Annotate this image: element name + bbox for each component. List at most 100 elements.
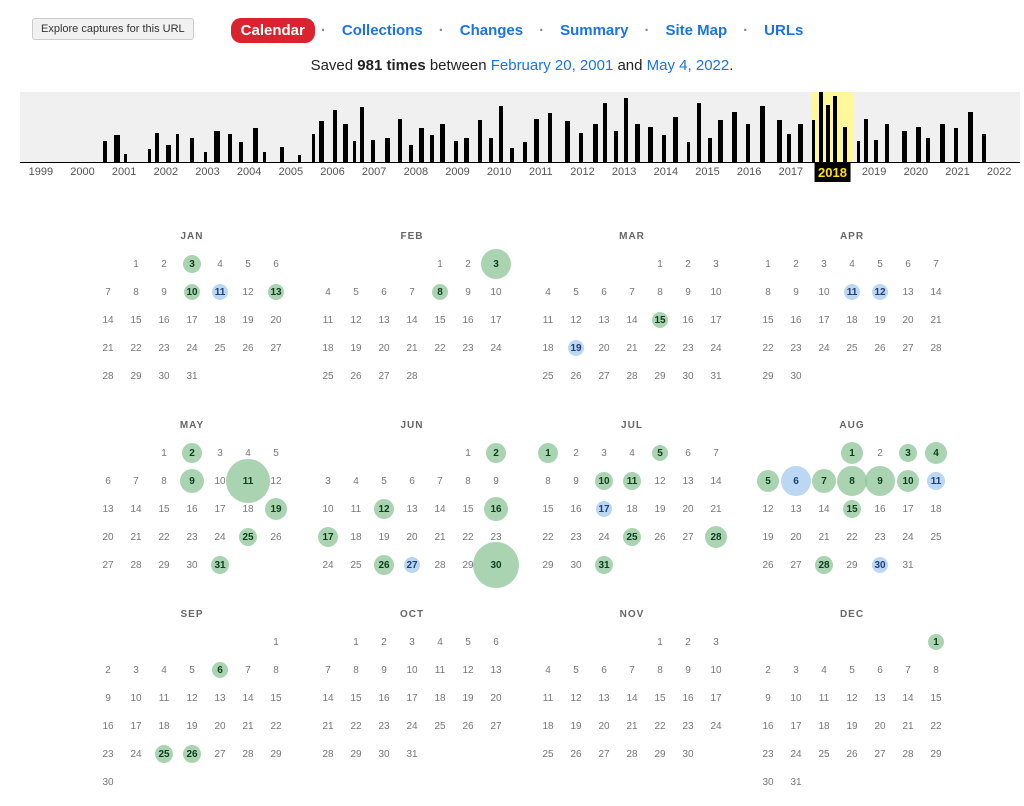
- year-label-2020[interactable]: 2020: [904, 166, 928, 178]
- day-cell[interactable]: 6: [206, 656, 234, 684]
- timeline-bar[interactable]: [419, 128, 424, 162]
- day-cell[interactable]: 1: [534, 439, 562, 467]
- day-cell[interactable]: 8: [426, 278, 454, 306]
- year-label-2015[interactable]: 2015: [695, 166, 719, 178]
- day-cell[interactable]: 9: [178, 467, 206, 495]
- day-cell[interactable]: 31: [590, 551, 618, 579]
- timeline-bar[interactable]: [228, 134, 232, 162]
- timeline-bar[interactable]: [614, 131, 618, 163]
- timeline-bar[interactable]: [385, 138, 390, 163]
- day-cell[interactable]: 5: [754, 467, 782, 495]
- timeline-bar[interactable]: [565, 121, 570, 162]
- timeline-bar[interactable]: [499, 106, 503, 162]
- timeline-bar[interactable]: [874, 140, 878, 162]
- day-cell[interactable]: 28: [702, 523, 730, 551]
- timeline-bar[interactable]: [534, 119, 539, 162]
- day-cell[interactable]: 25: [150, 740, 178, 768]
- timeline-bar[interactable]: [798, 124, 803, 163]
- day-cell[interactable]: 2: [178, 439, 206, 467]
- timeline-bar[interactable]: [523, 142, 527, 162]
- day-cell[interactable]: 19: [562, 334, 590, 362]
- day-cell[interactable]: 13: [262, 278, 290, 306]
- timeline-bar[interactable]: [812, 120, 815, 162]
- year-label-2022[interactable]: 2022: [987, 166, 1011, 178]
- timeline-bar[interactable]: [280, 147, 284, 162]
- day-cell[interactable]: 28: [810, 551, 838, 579]
- day-cell[interactable]: 27: [398, 551, 426, 579]
- year-label-2010[interactable]: 2010: [487, 166, 511, 178]
- year-label-2019[interactable]: 2019: [862, 166, 886, 178]
- day-cell[interactable]: 11: [234, 467, 262, 495]
- timeline-bar[interactable]: [409, 145, 413, 163]
- day-cell[interactable]: 25: [234, 523, 262, 551]
- timeline-bar[interactable]: [593, 124, 598, 163]
- timeline-bar[interactable]: [662, 135, 666, 162]
- timeline-bar[interactable]: [114, 135, 120, 162]
- timeline-bar[interactable]: [819, 92, 823, 162]
- timeline-bar[interactable]: [263, 152, 266, 163]
- day-cell[interactable]: 19: [262, 495, 290, 523]
- day-cell[interactable]: 6: [782, 467, 810, 495]
- day-cell[interactable]: 8: [838, 467, 866, 495]
- timeline-bar[interactable]: [833, 96, 837, 163]
- timeline-bar[interactable]: [333, 110, 337, 163]
- year-label-2016[interactable]: 2016: [737, 166, 761, 178]
- nav-summary[interactable]: Summary: [550, 18, 638, 43]
- day-cell[interactable]: 5: [646, 439, 674, 467]
- year-label-2017[interactable]: 2017: [779, 166, 803, 178]
- nav-changes[interactable]: Changes: [450, 18, 533, 43]
- day-cell[interactable]: 3: [178, 250, 206, 278]
- year-label-2008[interactable]: 2008: [404, 166, 428, 178]
- timeline-bar[interactable]: [708, 138, 712, 163]
- timeline-bar[interactable]: [635, 124, 640, 163]
- timeline-bar[interactable]: [430, 135, 434, 162]
- year-label-1999[interactable]: 1999: [29, 166, 53, 178]
- timeline-bar[interactable]: [148, 149, 151, 162]
- nav-collections[interactable]: Collections: [332, 18, 433, 43]
- timeline-bar[interactable]: [777, 120, 782, 162]
- timeline-bar[interactable]: [857, 141, 860, 162]
- timeline-bar[interactable]: [603, 103, 607, 163]
- day-cell[interactable]: 1: [838, 439, 866, 467]
- year-label-2018[interactable]: 2018: [814, 163, 851, 182]
- timeline-bar[interactable]: [787, 134, 791, 162]
- year-label-2003[interactable]: 2003: [195, 166, 219, 178]
- timeline-bar[interactable]: [954, 128, 958, 162]
- timeline-bar[interactable]: [673, 117, 678, 163]
- timeline-bar[interactable]: [718, 120, 723, 162]
- day-cell[interactable]: 26: [370, 551, 398, 579]
- timeline-bar[interactable]: [239, 142, 243, 162]
- day-cell[interactable]: 2: [482, 439, 510, 467]
- day-cell[interactable]: 11: [838, 278, 866, 306]
- day-cell[interactable]: 10: [590, 467, 618, 495]
- day-cell[interactable]: 3: [482, 250, 510, 278]
- nav-calendar[interactable]: Calendar: [231, 18, 315, 43]
- timeline-bar[interactable]: [312, 134, 315, 162]
- nav-site-map[interactable]: Site Map: [655, 18, 737, 43]
- day-cell[interactable]: 15: [838, 495, 866, 523]
- day-cell[interactable]: 30: [482, 551, 510, 579]
- day-cell[interactable]: 4: [922, 439, 950, 467]
- year-label-2004[interactable]: 2004: [237, 166, 261, 178]
- timeline[interactable]: 1999200020012002200320042005200620072008…: [20, 92, 1020, 181]
- year-label-2002[interactable]: 2002: [154, 166, 178, 178]
- year-label-2005[interactable]: 2005: [279, 166, 303, 178]
- day-cell[interactable]: 11: [206, 278, 234, 306]
- day-cell[interactable]: 11: [618, 467, 646, 495]
- timeline-bar[interactable]: [298, 155, 301, 162]
- day-cell[interactable]: 30: [866, 551, 894, 579]
- last-capture-link[interactable]: May 4, 2022: [647, 57, 730, 74]
- timeline-bar[interactable]: [864, 119, 868, 162]
- day-cell[interactable]: 31: [206, 551, 234, 579]
- first-capture-link[interactable]: February 20, 2001: [491, 57, 614, 74]
- timeline-bar[interactable]: [489, 138, 493, 163]
- timeline-bar[interactable]: [579, 133, 583, 162]
- year-label-2000[interactable]: 2000: [70, 166, 94, 178]
- year-label-2012[interactable]: 2012: [570, 166, 594, 178]
- timeline-bar[interactable]: [371, 140, 375, 162]
- timeline-bar[interactable]: [687, 142, 690, 162]
- timeline-bar[interactable]: [464, 138, 469, 163]
- timeline-bar[interactable]: [176, 134, 179, 162]
- timeline-bar[interactable]: [440, 124, 445, 163]
- day-cell[interactable]: 3: [894, 439, 922, 467]
